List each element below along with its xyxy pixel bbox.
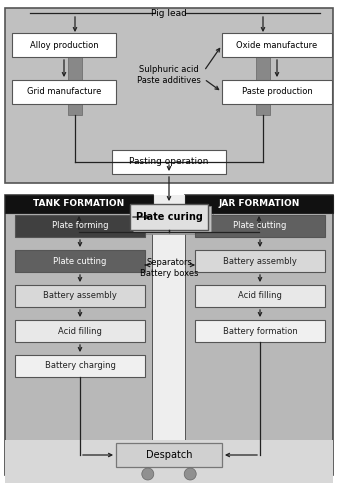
Text: Pig lead: Pig lead bbox=[151, 9, 187, 18]
Bar bbox=[222, 80, 332, 104]
Text: Battery assembly: Battery assembly bbox=[223, 256, 297, 266]
Text: Separators
Battery boxes: Separators Battery boxes bbox=[140, 258, 198, 278]
Text: TANK FORMATION: TANK FORMATION bbox=[33, 199, 125, 209]
Bar bbox=[15, 320, 145, 342]
Bar bbox=[256, 35, 270, 115]
Bar bbox=[195, 320, 325, 342]
Text: Battery assembly: Battery assembly bbox=[43, 292, 117, 300]
Text: JAR FORMATION: JAR FORMATION bbox=[218, 199, 300, 209]
Circle shape bbox=[184, 468, 196, 480]
Bar bbox=[185, 195, 333, 213]
Bar bbox=[15, 215, 145, 237]
Bar bbox=[12, 80, 116, 104]
Bar bbox=[195, 215, 325, 237]
Bar bbox=[5, 195, 153, 213]
Text: Acid filling: Acid filling bbox=[238, 292, 282, 300]
Bar bbox=[195, 250, 325, 272]
Bar bbox=[5, 8, 333, 183]
Bar bbox=[222, 33, 332, 57]
Bar bbox=[153, 195, 185, 475]
Bar bbox=[130, 204, 208, 230]
Text: Plate forming: Plate forming bbox=[52, 222, 108, 230]
Bar bbox=[112, 150, 226, 174]
Text: Despatch: Despatch bbox=[146, 450, 192, 460]
Bar bbox=[15, 285, 145, 307]
Bar bbox=[15, 250, 145, 272]
Bar bbox=[135, 208, 213, 234]
Bar bbox=[15, 355, 145, 377]
Text: Plate cutting: Plate cutting bbox=[233, 222, 287, 230]
Bar bbox=[133, 206, 211, 232]
Text: Pasting operation: Pasting operation bbox=[129, 157, 209, 167]
Text: Oxide manufacture: Oxide manufacture bbox=[236, 41, 318, 49]
Bar bbox=[68, 35, 82, 115]
Text: Acid filling: Acid filling bbox=[58, 327, 102, 336]
Text: Alloy production: Alloy production bbox=[30, 41, 98, 49]
Text: Battery formation: Battery formation bbox=[223, 327, 297, 336]
Bar bbox=[5, 440, 333, 483]
Text: Paste production: Paste production bbox=[242, 87, 312, 97]
Bar bbox=[195, 285, 325, 307]
Bar bbox=[12, 33, 116, 57]
Bar bbox=[5, 195, 153, 475]
Bar bbox=[116, 443, 222, 467]
Circle shape bbox=[142, 468, 154, 480]
Text: Sulphuric acid
Paste additives: Sulphuric acid Paste additives bbox=[137, 65, 201, 85]
Bar bbox=[5, 475, 333, 483]
Bar bbox=[0, 0, 338, 8]
Text: Plate cutting: Plate cutting bbox=[53, 256, 107, 266]
Text: Plate curing: Plate curing bbox=[136, 212, 202, 222]
Text: Battery charging: Battery charging bbox=[45, 361, 116, 370]
Bar bbox=[185, 195, 333, 475]
Text: Grid manufacture: Grid manufacture bbox=[27, 87, 101, 97]
